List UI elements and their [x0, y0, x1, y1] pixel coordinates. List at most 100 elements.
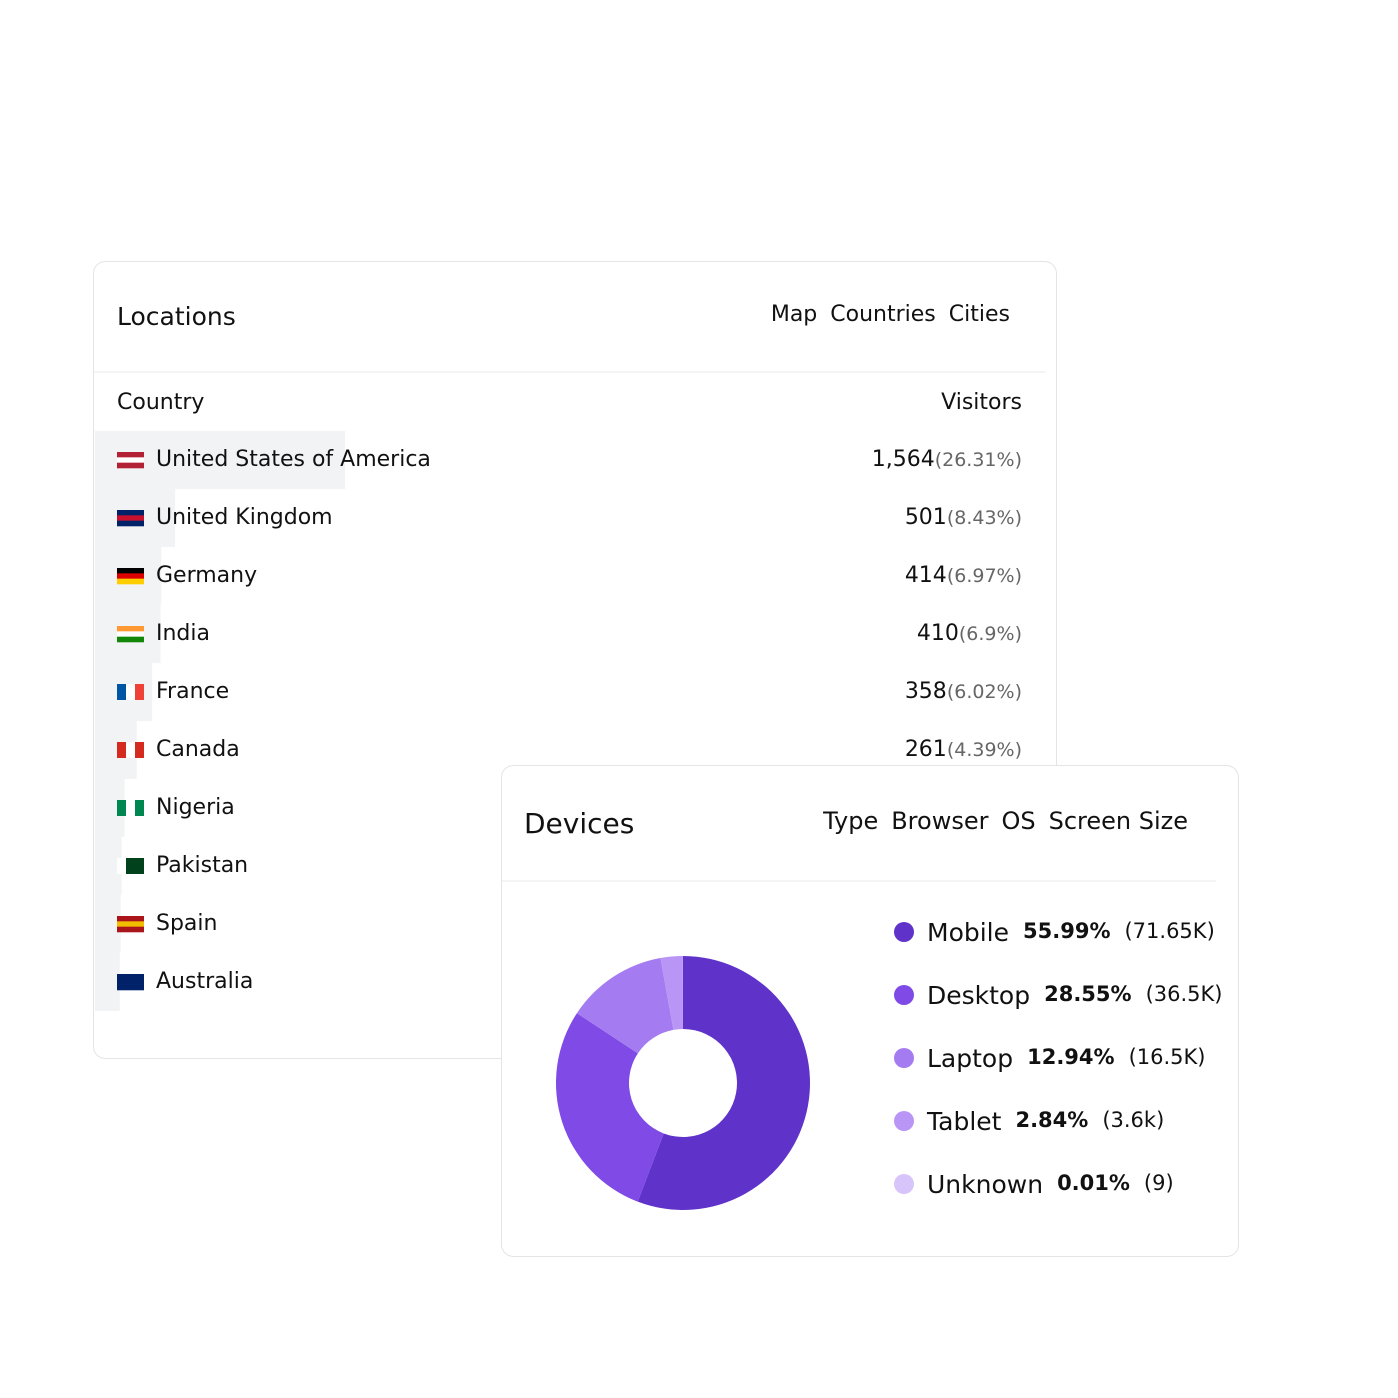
flag-stripe: [117, 510, 144, 516]
tab[interactable]: Screen Size: [1049, 807, 1188, 835]
legend-count: (16.5K): [1129, 1045, 1206, 1069]
visitor-count: 358: [905, 679, 947, 704]
legend-dot: [894, 1111, 914, 1131]
flag-stripe: [135, 800, 144, 816]
visitors: 261(4.39%): [905, 737, 1022, 762]
flag-stripe: [117, 858, 126, 874]
visitors: 414(6.97%): [905, 563, 1022, 588]
flag-stripe: [117, 800, 126, 816]
tab[interactable]: Countries: [830, 302, 936, 327]
flag-stripe: [117, 457, 144, 463]
country-name: Spain: [156, 911, 217, 936]
legend-name: Mobile: [927, 918, 1009, 947]
visitor-count: 501: [905, 505, 947, 530]
column-header: Country: [117, 390, 204, 415]
flag-stripe: [117, 578, 144, 585]
column-header: Visitors: [941, 390, 1022, 415]
flag-stripe: [117, 742, 126, 758]
visitor-count: 410: [917, 621, 959, 646]
legend-dot: [894, 985, 914, 1005]
legend-percent: 12.94%: [1027, 1045, 1114, 1069]
visitor-share: (8.43%): [947, 507, 1022, 529]
country-name: France: [156, 679, 229, 704]
flag-stripe: [117, 573, 144, 579]
flag: [117, 800, 144, 816]
share-bar: [95, 895, 121, 953]
flag-stripe: [117, 984, 144, 991]
visitors: 501(8.43%): [905, 505, 1022, 530]
country-name: United Kingdom: [156, 505, 333, 530]
legend-count: (3.6k): [1102, 1108, 1164, 1132]
legend-count: (9): [1144, 1171, 1174, 1195]
visitors: 410(6.9%): [917, 621, 1022, 646]
card-title: Locations: [117, 302, 236, 331]
donut-slice: [637, 956, 811, 1210]
flag: [117, 684, 144, 700]
legend-percent: 28.55%: [1044, 982, 1131, 1006]
legend-name: Laptop: [927, 1044, 1013, 1073]
legend-name: Tablet: [926, 1107, 1002, 1136]
devices-content: Devices Screen Size OS Browser Type Mobile 55.…: [524, 807, 1223, 1210]
flag-stripe: [135, 742, 144, 758]
flag-stripe: [117, 684, 126, 700]
flag-stripe: [117, 926, 144, 933]
country-name: United States of America: [156, 447, 431, 472]
flag-stripe: [126, 684, 135, 700]
legend-percent: 0.01%: [1057, 1171, 1130, 1195]
legend-percent: 2.84%: [1015, 1108, 1088, 1132]
legend-name: Desktop: [927, 981, 1030, 1010]
flag-stripe: [117, 636, 144, 643]
flag: [117, 452, 144, 469]
visitor-share: (6.97%): [947, 565, 1022, 587]
visitor-share: (6.9%): [959, 623, 1022, 645]
flag-stripe: [117, 979, 144, 985]
tab[interactable]: Map: [771, 302, 817, 327]
tab[interactable]: OS: [1001, 807, 1035, 835]
legend-count: (36.5K): [1146, 982, 1223, 1006]
legend-name: Unknown: [927, 1170, 1043, 1199]
flag-stripe: [117, 462, 144, 469]
flag-stripe: [117, 515, 144, 521]
country-name: Pakistan: [156, 853, 248, 878]
flag-stripe: [117, 631, 144, 637]
tab[interactable]: Type: [822, 807, 878, 835]
flag-stripe: [117, 974, 144, 980]
flag-stripe: [117, 452, 144, 458]
legend-dot: [894, 1048, 914, 1068]
devices-card: [501, 765, 1239, 1257]
visitors: 1,564(26.31%): [872, 447, 1022, 472]
visitors: 358(6.02%): [905, 679, 1022, 704]
flag-stripe: [126, 858, 135, 874]
donut-slice: [660, 956, 683, 1030]
flag-stripe: [126, 742, 135, 758]
flag-stripe: [117, 921, 144, 927]
donut-slice: [576, 958, 674, 1054]
visitor-share: (6.02%): [947, 681, 1022, 703]
visitor-count: 1,564: [872, 447, 935, 472]
visitor-count: 261: [905, 737, 947, 762]
locations-content: Locations Cities Countries Map Country Visito…: [95, 302, 1022, 1011]
visitor-share: (26.31%): [935, 449, 1022, 471]
legend-count: (71.65K): [1124, 919, 1214, 943]
country-name: Germany: [156, 563, 257, 588]
flag-stripe: [117, 916, 144, 922]
legend-dot: [894, 1174, 914, 1194]
country-name: Nigeria: [156, 795, 235, 820]
tab[interactable]: Cities: [949, 302, 1010, 327]
tab[interactable]: Browser: [891, 807, 988, 835]
flag: [117, 916, 144, 933]
share-bar: [95, 953, 120, 1011]
flag-stripe: [117, 568, 144, 574]
flag-stripe: [117, 520, 144, 527]
flag: [117, 510, 144, 527]
donut-slice: [555, 1013, 664, 1202]
country-name: India: [156, 621, 210, 646]
legend-dot: [894, 922, 914, 942]
flag: [117, 568, 144, 585]
country-name: Canada: [156, 737, 240, 762]
card-title: Devices: [524, 807, 634, 840]
flag: [117, 742, 144, 758]
flag: [117, 974, 144, 991]
flag-stripe: [126, 800, 135, 816]
